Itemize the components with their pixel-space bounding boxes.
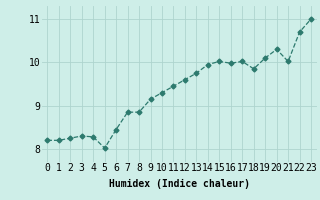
X-axis label: Humidex (Indice chaleur): Humidex (Indice chaleur) [109, 179, 250, 189]
